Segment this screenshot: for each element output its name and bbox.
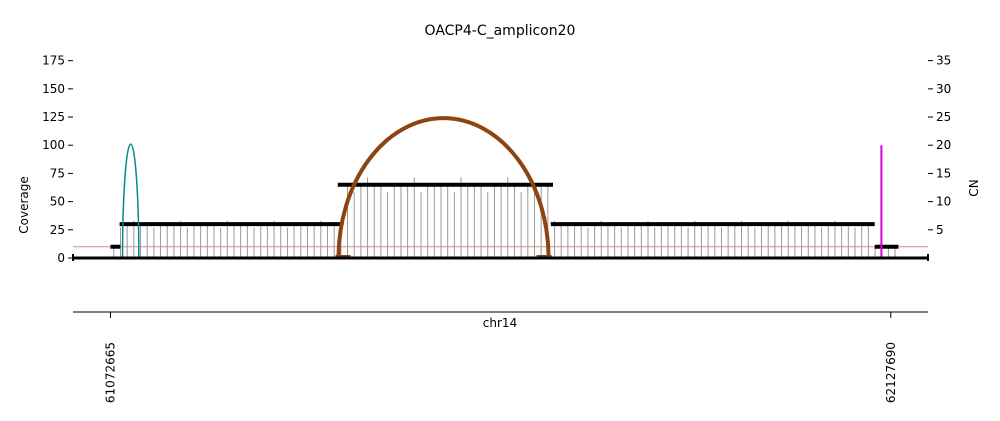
left-axis-tick-label: 25: [50, 223, 65, 237]
left-axis-label: Coverage: [17, 176, 31, 234]
breakpoint-arc: [336, 116, 551, 259]
left-axis-tick-label: 75: [50, 166, 65, 180]
left-axis-tick-label: 100: [42, 138, 65, 152]
right-axis-tick-label: 5: [936, 223, 944, 237]
left-axis-tick-label: 150: [42, 82, 65, 96]
right-axis-tick-label: 35: [936, 54, 951, 68]
left-axis-tick-label: 175: [42, 54, 65, 68]
right-axis-tick-label: 15: [936, 166, 951, 180]
right-axis-tick-label: 25: [936, 110, 951, 124]
x-axis-tick-label: 61072665: [103, 342, 117, 403]
breakpoint-arc: [121, 143, 140, 259]
right-axis-tick-label: 20: [936, 138, 951, 152]
chart-marks: 0 25 50 75 100 125 150 175 5 10 15 20 25 30 35 61072665…: [42, 54, 951, 403]
x-axis-tick-label: 62127690: [884, 342, 898, 403]
chart-title: OACP4-C_amplicon20: [425, 23, 576, 39]
x-axis-label: chr14: [483, 316, 517, 330]
right-axis-tick-label: 30: [936, 82, 951, 96]
left-axis-tick-label: 50: [50, 195, 65, 209]
left-axis-tick-label: 125: [42, 110, 65, 124]
right-axis-label: CN: [967, 179, 981, 196]
right-axis-tick-label: 10: [936, 195, 951, 209]
left-axis-tick-label: 0: [57, 251, 65, 265]
